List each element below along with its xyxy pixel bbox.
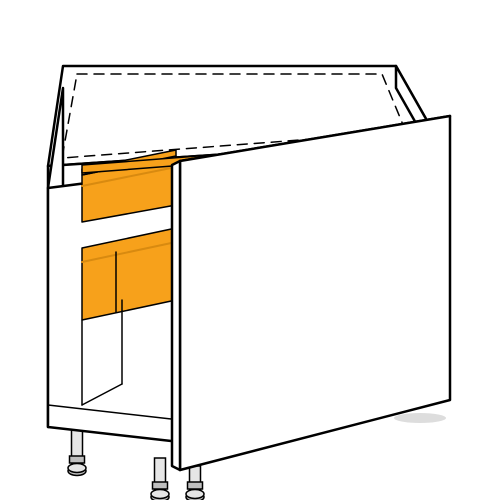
cabinet-diagram xyxy=(0,0,500,500)
